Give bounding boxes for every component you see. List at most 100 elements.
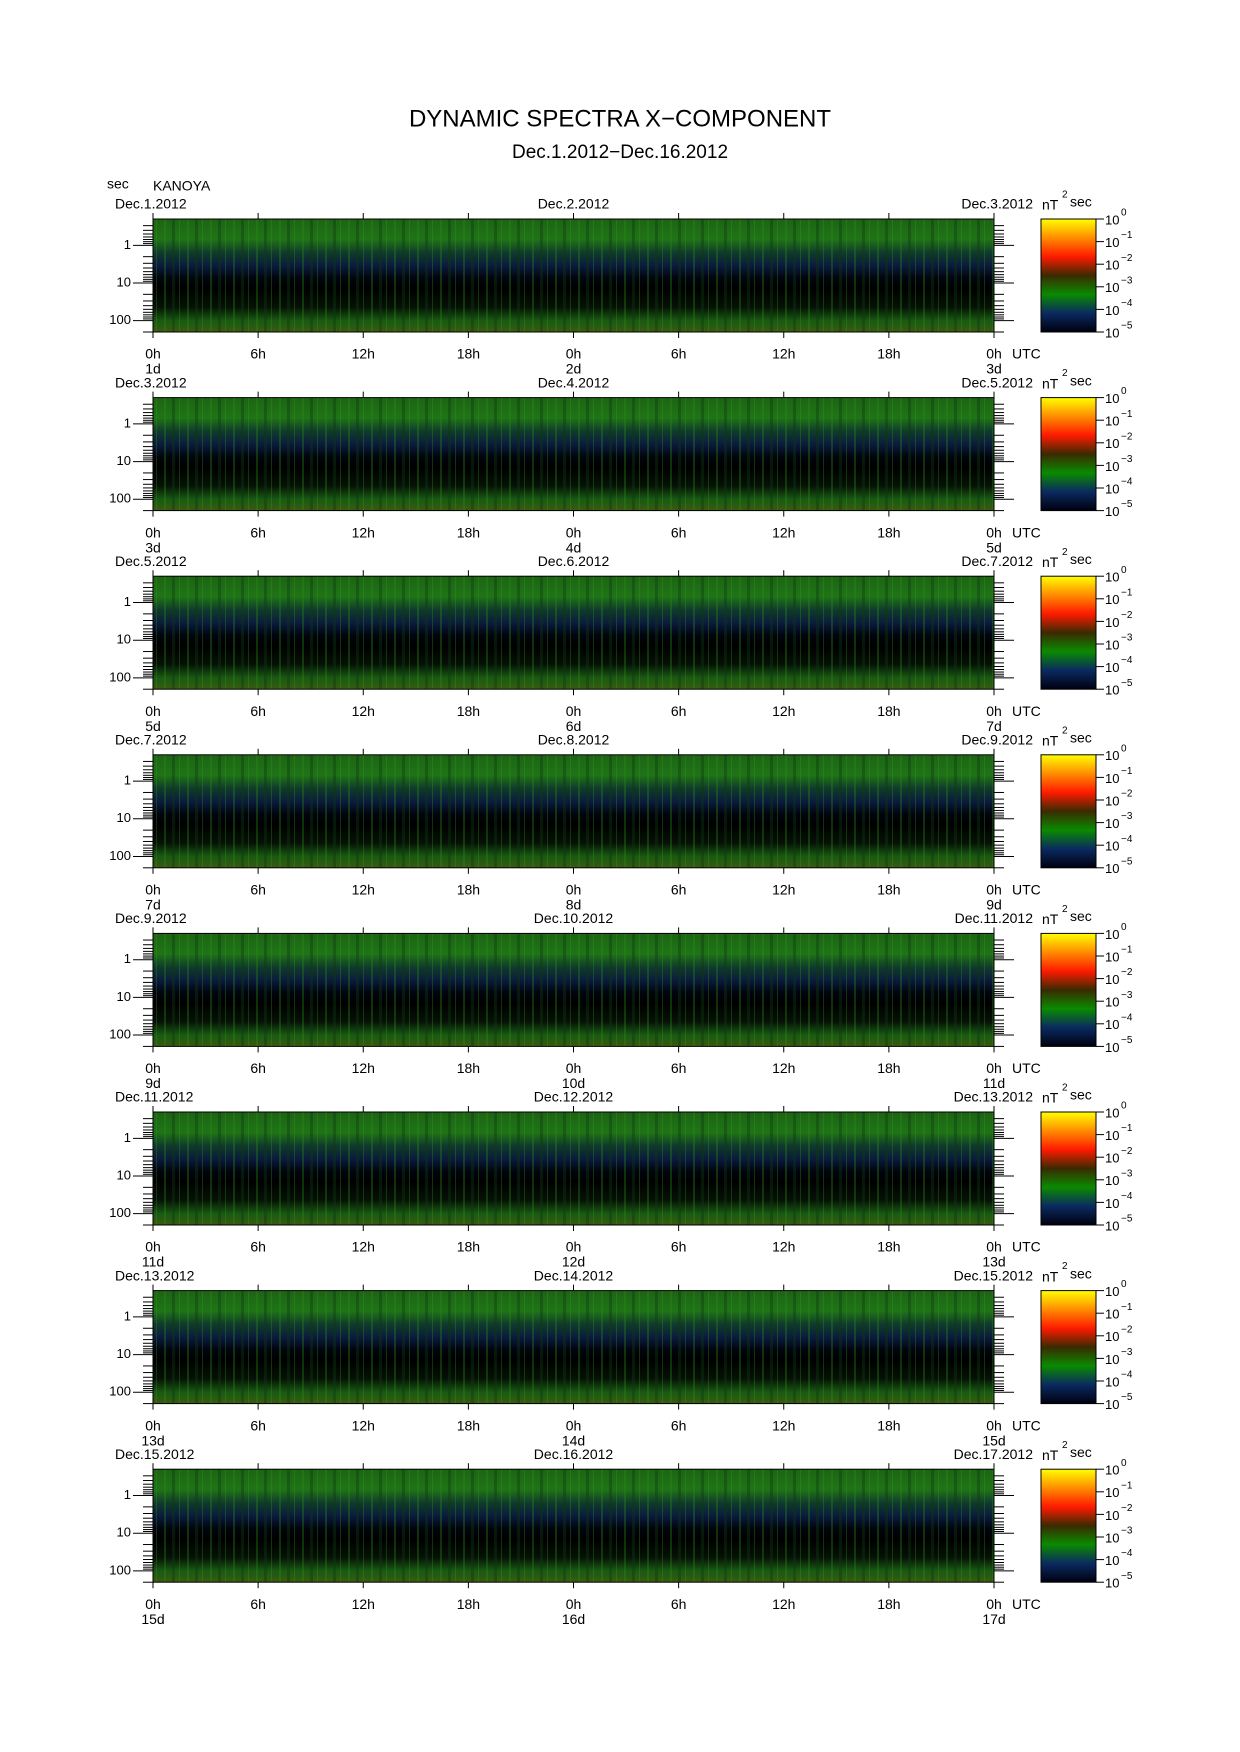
colorbar-tick-exponent: −2 <box>1121 253 1133 264</box>
colorbar-tick-exponent: 0 <box>1121 386 1127 397</box>
x-tick-label: 0h <box>145 1596 161 1612</box>
colorbar-tick-exponent: −5 <box>1121 678 1133 689</box>
colorbar-tick-label: 10 <box>1105 436 1119 451</box>
day-label: 2d <box>566 361 582 377</box>
x-tick-label: 18h <box>877 1060 900 1076</box>
colorbar-tick-label: 10 <box>1105 861 1119 876</box>
colorbar-tick-exponent: −3 <box>1121 1347 1133 1358</box>
x-tick-label: 6h <box>250 882 266 898</box>
day-label: 4d <box>566 539 582 555</box>
x-tick-label: 12h <box>352 882 375 898</box>
colorbar-tick-label: 10 <box>1105 660 1119 675</box>
day-label: 7d <box>986 718 1002 734</box>
x-tick-label: 0h <box>145 882 161 898</box>
colorbar-label-power: 2 <box>1062 1440 1068 1451</box>
day-label: 9d <box>986 897 1002 913</box>
colorbar-label: nT <box>1042 911 1059 927</box>
colorbar-tick-exponent: −1 <box>1121 945 1133 956</box>
y-tick-label: 100 <box>109 1205 131 1220</box>
date-label: Dec.10.2012 <box>534 910 614 926</box>
colorbar-tick-exponent: −1 <box>1121 766 1133 777</box>
x-tick-label: 0h <box>145 703 161 719</box>
day-label: 13d <box>982 1254 1005 1270</box>
colorbar-label-power: 2 <box>1062 904 1068 915</box>
colorbar-label: nT <box>1042 733 1059 749</box>
colorbar-tick-label: 10 <box>1105 1485 1119 1500</box>
day-label: 17d <box>982 1611 1005 1627</box>
colorbar-tick-exponent: 0 <box>1121 743 1127 754</box>
x-tick-label: 12h <box>352 524 375 540</box>
date-label: Dec.3.2012 <box>961 196 1033 212</box>
x-axis-label: UTC <box>1012 1417 1041 1433</box>
colorbar-tick-label: 10 <box>1105 1284 1119 1299</box>
x-tick-label: 0h <box>986 1417 1002 1433</box>
y-tick-label: 10 <box>117 1525 131 1540</box>
colorbar-label-power: 2 <box>1062 725 1068 736</box>
colorbar-tick-exponent: 0 <box>1121 1279 1127 1290</box>
x-tick-label: 18h <box>457 346 480 362</box>
colorbar-label: nT <box>1042 1447 1059 1463</box>
x-tick-label: 18h <box>877 882 900 898</box>
y-tick-label: 10 <box>117 274 131 289</box>
x-tick-label: 6h <box>250 1417 266 1433</box>
colorbar-tick-exponent: 0 <box>1121 922 1127 933</box>
x-axis-label: UTC <box>1012 346 1041 362</box>
date-label: Dec.3.2012 <box>115 374 187 390</box>
colorbar-tick-label: 10 <box>1105 592 1119 607</box>
colorbar-tick-exponent: −5 <box>1121 321 1133 332</box>
y-tick-label: 1 <box>124 1130 131 1145</box>
colorbar-tick-exponent: −1 <box>1121 1302 1133 1313</box>
colorbar <box>1040 1468 1097 1583</box>
colorbar-label: nT <box>1042 1090 1059 1106</box>
colorbar-tick-exponent: −3 <box>1121 1168 1133 1179</box>
spectrogram-texture <box>153 576 994 690</box>
colorbar-label: nT <box>1042 554 1059 570</box>
page-title: DYNAMIC SPECTRA X−COMPONENT <box>409 105 831 132</box>
day-label: 5d <box>145 718 161 734</box>
colorbar-label-power: 2 <box>1062 1083 1068 1094</box>
x-tick-label: 0h <box>566 1417 582 1433</box>
colorbar-tick-label: 10 <box>1105 1374 1119 1389</box>
colorbar-label-unit: sec <box>1070 372 1092 388</box>
colorbar <box>1040 932 1097 1047</box>
colorbar-tick-label: 10 <box>1105 1329 1119 1344</box>
colorbar-tick-label: 10 <box>1105 570 1119 585</box>
colorbar-tick-exponent: −4 <box>1121 655 1133 666</box>
x-tick-label: 18h <box>457 1060 480 1076</box>
x-tick-label: 6h <box>250 524 266 540</box>
colorbar-tick-label: 10 <box>1105 615 1119 630</box>
x-tick-label: 6h <box>250 703 266 719</box>
spectrogram-texture <box>153 1112 994 1225</box>
x-tick-label: 6h <box>250 1596 266 1612</box>
colorbar-tick-exponent: −5 <box>1121 856 1133 867</box>
spectrogram-texture <box>153 219 994 332</box>
x-tick-label: 6h <box>250 1239 266 1255</box>
colorbar-tick-label: 10 <box>1105 1040 1119 1055</box>
x-tick-label: 18h <box>457 1596 480 1612</box>
colorbar-tick-exponent: −2 <box>1121 967 1133 978</box>
colorbar-label-power: 2 <box>1062 368 1068 379</box>
x-tick-label: 18h <box>877 1596 900 1612</box>
x-axis-label: UTC <box>1012 1596 1041 1612</box>
x-tick-label: 0h <box>145 1239 161 1255</box>
colorbar-tick-exponent: −2 <box>1121 1146 1133 1157</box>
x-tick-label: 18h <box>457 882 480 898</box>
date-label: Dec.2.2012 <box>538 196 610 212</box>
colorbar-tick-label: 10 <box>1105 235 1119 250</box>
x-tick-label: 0h <box>145 1060 161 1076</box>
colorbar-label: nT <box>1042 1268 1059 1284</box>
colorbar-tick-label: 10 <box>1105 771 1119 786</box>
x-tick-label: 6h <box>671 1596 687 1612</box>
colorbar-label: nT <box>1042 375 1059 391</box>
colorbar-tick-exponent: −4 <box>1121 298 1133 309</box>
date-label: Dec.8.2012 <box>538 732 610 748</box>
colorbar-tick-exponent: −5 <box>1121 1214 1133 1225</box>
date-label: Dec.12.2012 <box>534 1089 614 1105</box>
colorbar-tick-label: 10 <box>1105 1307 1119 1322</box>
x-tick-label: 12h <box>772 1417 795 1433</box>
date-label: Dec.11.2012 <box>115 1089 194 1105</box>
colorbar-tick-label: 10 <box>1105 391 1119 406</box>
colorbar-tick-exponent: −2 <box>1121 1324 1133 1335</box>
date-label: Dec.7.2012 <box>961 553 1033 569</box>
